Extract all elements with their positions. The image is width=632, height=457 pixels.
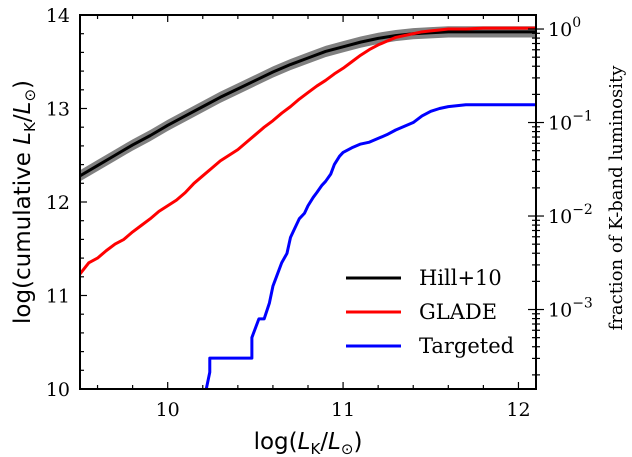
right-tick-label: 10−3 <box>548 296 593 322</box>
legend-targeted-label: Targeted <box>419 334 514 358</box>
glade-line <box>80 26 536 275</box>
y-tick-label: 14 <box>46 5 70 27</box>
x-axis-title: log(LK/L⊙) <box>254 429 363 457</box>
x-tick-label: 11 <box>331 399 355 421</box>
hill-10-line <box>80 30 536 178</box>
axis-ticks <box>80 14 544 390</box>
right-axis-title: fraction of K-band luminosity <box>606 65 627 331</box>
y-tick-label: 13 <box>46 99 70 121</box>
series-lines <box>80 26 536 389</box>
plot-frame <box>79 14 537 390</box>
right-tick-label: 100 <box>548 15 581 41</box>
tick-labels: 10 11 12 10 11 12 13 14 100 10−1 10−2 10−3 <box>46 5 593 421</box>
y-axis-title: log(cumulative LK/L⊙) <box>10 80 39 324</box>
y-tick-label: 10 <box>46 379 70 401</box>
legend: Hill+10 GLADE Targeted <box>346 266 514 358</box>
right-tick-label: 10−1 <box>548 109 593 135</box>
y-tick-label: 12 <box>46 192 70 214</box>
targeted-line <box>204 103 536 389</box>
x-tick-label: 10 <box>156 399 180 421</box>
legend-hill-10-label: Hill+10 <box>419 266 502 290</box>
x-tick-label: 12 <box>506 399 530 421</box>
right-tick-label: 10−2 <box>548 202 593 228</box>
legend-glade-label: GLADE <box>419 300 497 324</box>
y-tick-label: 11 <box>46 286 70 308</box>
